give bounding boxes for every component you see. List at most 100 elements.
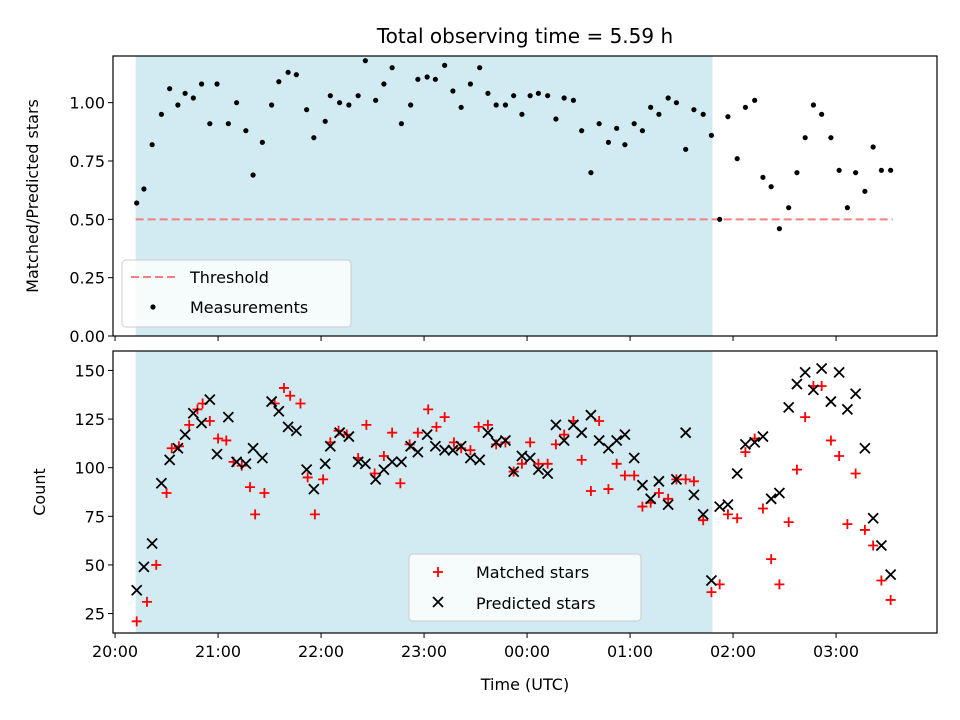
predicted-star-point bbox=[273, 405, 285, 417]
x-tick-label: 21:00 bbox=[195, 642, 241, 661]
measurement-point bbox=[167, 86, 173, 92]
predicted-star-point bbox=[204, 393, 216, 406]
measurement-point bbox=[225, 121, 231, 127]
predicted-star-point bbox=[680, 427, 692, 439]
measurement-point bbox=[768, 184, 774, 190]
matched-star-point bbox=[732, 513, 743, 524]
bottom-plot-marks bbox=[131, 362, 897, 627]
bottom-legend: Matched stars Predicted stars bbox=[408, 553, 642, 622]
y-tick-label: 75 bbox=[85, 507, 105, 526]
matched-star-point bbox=[166, 443, 177, 454]
measurement-point bbox=[442, 62, 448, 68]
y-tick-label: 0.50 bbox=[69, 210, 105, 229]
matched-star-point bbox=[637, 501, 648, 512]
measurement-point bbox=[614, 125, 620, 131]
predicted-star-point bbox=[859, 442, 871, 454]
predicted-star-point bbox=[421, 428, 433, 441]
predicted-star-point bbox=[783, 401, 795, 414]
matched-star-point bbox=[491, 439, 502, 450]
measurement-point bbox=[276, 79, 282, 85]
predicted-star-point bbox=[146, 537, 158, 550]
matched-star-point bbox=[834, 451, 845, 462]
matched-star-point bbox=[766, 554, 777, 565]
predicted-star-point bbox=[155, 477, 168, 489]
top-y-ticks: 0.00 0.25 0.50 0.75 1.00 bbox=[69, 94, 113, 346]
predicted-star-point bbox=[187, 407, 199, 419]
measurement-point bbox=[389, 65, 395, 71]
predicted-star-point bbox=[662, 499, 674, 511]
matched-star-point bbox=[525, 437, 536, 448]
measurement-point bbox=[432, 76, 438, 82]
chart-title: Total observing time = 5.59 h bbox=[376, 24, 673, 48]
x-axis-label: Time (UTC) bbox=[480, 675, 569, 694]
predicted-star-point bbox=[131, 584, 143, 596]
measurement-point bbox=[311, 135, 317, 141]
predicted-star-point bbox=[576, 427, 588, 439]
matched-star-point bbox=[619, 470, 630, 481]
bottom-plot-frame bbox=[112, 350, 938, 634]
measurement-point bbox=[700, 111, 706, 117]
measurement-point bbox=[535, 90, 541, 96]
y-tick-label: 150 bbox=[74, 361, 105, 380]
matched-star-point bbox=[885, 594, 896, 605]
measurement-point bbox=[648, 104, 654, 110]
predicted-star-point bbox=[628, 452, 640, 464]
matched-star-point bbox=[800, 412, 811, 423]
measurement-point bbox=[337, 100, 343, 106]
matched-star-point bbox=[278, 382, 289, 393]
matched-star-point bbox=[559, 429, 570, 440]
matched-star-point bbox=[285, 390, 296, 401]
bottom-legend-box bbox=[408, 553, 642, 622]
matched-star-point bbox=[783, 517, 794, 528]
matched-star-point bbox=[473, 421, 484, 432]
measurement-point bbox=[293, 72, 299, 78]
measurement-point bbox=[511, 93, 517, 99]
predicted-star-point bbox=[230, 456, 243, 468]
matched-star-point bbox=[698, 515, 709, 526]
matched-star-point bbox=[431, 421, 442, 432]
bottom-x-ticks: 20:00 21:00 22:00 23:00 00:00 01:00 02:00 03:00 bbox=[92, 633, 859, 661]
measurement-point bbox=[250, 172, 256, 178]
legend-predicted-swatch bbox=[432, 596, 444, 608]
measurement-point bbox=[527, 93, 533, 99]
predicted-star-point bbox=[731, 467, 743, 480]
predicted-star-point bbox=[619, 428, 631, 441]
x-tick-label: 22:00 bbox=[298, 642, 344, 661]
measurement-point bbox=[243, 128, 249, 134]
measurement-point bbox=[285, 69, 291, 75]
matched-star-point bbox=[387, 427, 398, 438]
matched-star-point bbox=[688, 476, 699, 487]
predicted-star-point bbox=[885, 569, 897, 581]
measurement-point bbox=[149, 142, 155, 148]
predicted-star-point bbox=[179, 428, 191, 441]
x-tick-label: 00:00 bbox=[504, 642, 550, 661]
predicted-star-point bbox=[593, 434, 605, 447]
measurement-point bbox=[458, 104, 464, 110]
predicted-star-point bbox=[816, 362, 828, 375]
measurement-point bbox=[327, 93, 333, 99]
predicted-star-point bbox=[386, 456, 398, 468]
predicted-star-point bbox=[359, 458, 371, 470]
predicted-star-point bbox=[542, 467, 554, 480]
matched-star-point bbox=[131, 616, 142, 627]
predicted-star-point bbox=[697, 508, 709, 521]
bottom-panel: 25 50 75 100 125 150 20:00 21:00 22:00 23:00 00:0… bbox=[30, 350, 938, 694]
predicted-star-point bbox=[499, 434, 512, 447]
x-tick-label: 03:00 bbox=[813, 642, 859, 661]
predicted-star-point bbox=[524, 452, 536, 464]
measurement-point bbox=[485, 90, 491, 96]
measurement-point bbox=[134, 200, 140, 206]
matched-star-point bbox=[859, 524, 870, 535]
matched-star-point bbox=[465, 445, 476, 456]
measurement-point bbox=[355, 93, 361, 99]
predicted-star-point bbox=[282, 421, 294, 433]
matched-star-point bbox=[378, 451, 389, 462]
measurement-point bbox=[477, 65, 483, 71]
x-tick-label: 01:00 bbox=[607, 642, 653, 661]
x-tick-label: 23:00 bbox=[401, 642, 447, 661]
measurement-point bbox=[322, 118, 328, 124]
legend-matched-label: Matched stars bbox=[476, 563, 589, 582]
y-tick-label: 25 bbox=[85, 605, 105, 624]
matched-star-point bbox=[663, 493, 674, 504]
measurement-point bbox=[190, 95, 196, 101]
